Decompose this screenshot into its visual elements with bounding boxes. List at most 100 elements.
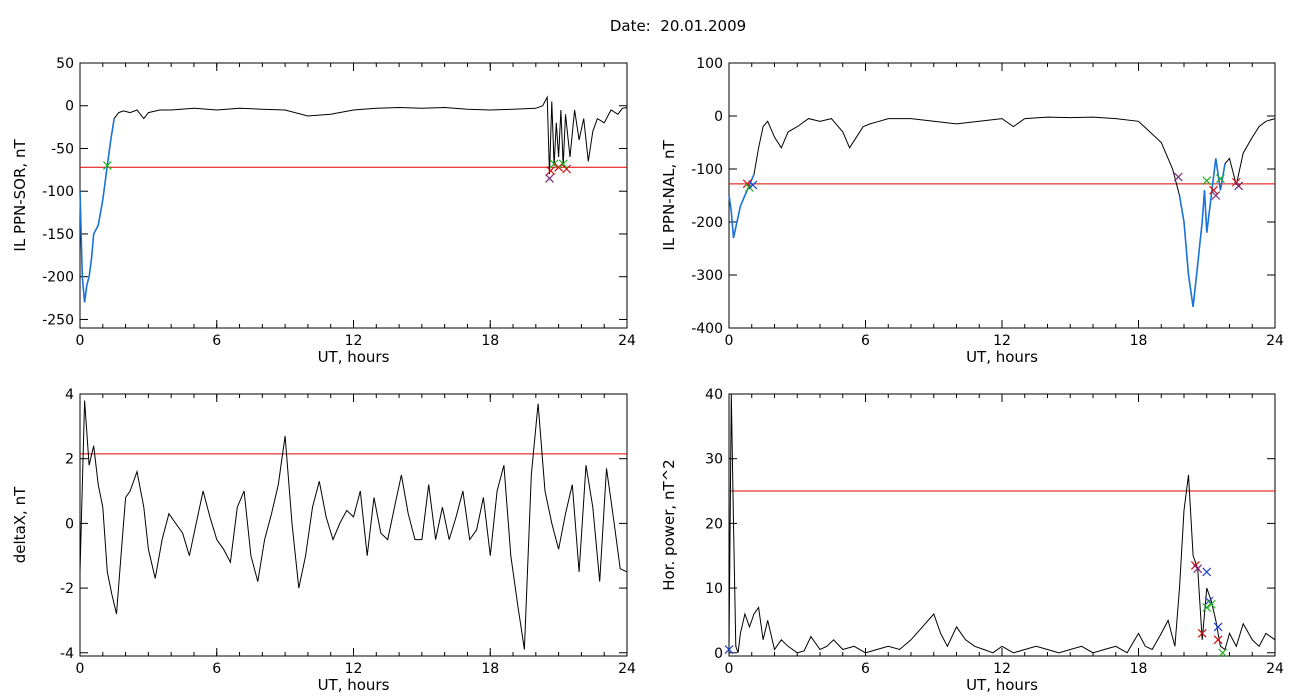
y-axis-label: Hor. power, nT^2	[660, 459, 678, 590]
cross-stroke	[562, 164, 572, 174]
x-tick-label: 12	[345, 661, 363, 677]
y-tick-label: -150	[42, 227, 74, 243]
highlight-trace	[79, 118, 115, 303]
panel-horpower: 0 6 12 18 24 40 30 20 10 0 UT, hours Hor. power, nT…	[660, 387, 1284, 694]
panel-sor: 0 6 12 18 24 50 0 -50 -100 -150 -200 -250 UT, hours I…	[11, 56, 636, 366]
y-axis-label: deltaX, nT	[11, 486, 29, 563]
x-tick-label: 18	[1130, 333, 1148, 349]
cross-stroke	[545, 173, 554, 183]
cross-stroke	[554, 162, 564, 172]
plot-frame-deltax	[79, 393, 628, 657]
x-tick-label: 24	[1266, 661, 1284, 677]
cross-marker	[1193, 564, 1203, 574]
x-axis-label: UT, hours	[318, 348, 390, 366]
cross-marker	[549, 159, 559, 169]
cross-stroke	[1206, 599, 1216, 609]
cross-stroke	[1202, 176, 1212, 186]
cross-stroke	[1209, 185, 1218, 195]
figure-title: Date: 20.01.2009	[609, 17, 747, 35]
cross-stroke	[1215, 174, 1225, 183]
y-tick-label: 4	[65, 387, 74, 403]
y-tick-label: -200	[42, 270, 74, 286]
y-tick-label: 0	[65, 516, 74, 532]
y-tick-label: 2	[65, 452, 74, 468]
cross-marker	[1209, 185, 1218, 195]
cross-stroke	[724, 645, 734, 654]
y-tick-label: -100	[42, 184, 74, 200]
x-axis-label: UT, hours	[966, 348, 1038, 366]
cross-marker	[1202, 176, 1212, 186]
cross-marker	[546, 166, 556, 176]
plot-frame-sor	[79, 62, 628, 329]
x-tick-label: 6	[212, 333, 221, 349]
x-tick-label: 18	[481, 333, 499, 349]
y-tick-label: 0	[714, 646, 723, 662]
cross-stroke	[1231, 177, 1241, 187]
y-tick-label: 0	[714, 109, 723, 125]
x-tick-label: 6	[861, 661, 870, 677]
cross-marker	[554, 162, 564, 172]
cross-stroke	[1173, 172, 1183, 182]
cross-stroke	[1204, 596, 1214, 606]
cross-stroke	[1218, 648, 1228, 658]
cross-stroke	[748, 180, 758, 190]
y-tick-label: -250	[42, 312, 74, 328]
cross-marker	[1202, 567, 1212, 577]
cross-marker	[558, 159, 568, 169]
x-tick-label: 0	[76, 661, 85, 677]
y-tick-label: 40	[705, 387, 723, 403]
y-axis-label: IL PPN-NAL, nT	[660, 140, 678, 251]
x-tick-label: 6	[861, 333, 870, 349]
x-tick-label: 24	[618, 661, 636, 677]
panel-nal: 0 6 12 18 24 100 0 -100 -200 -300 -400 UT, hours IL …	[660, 56, 1284, 366]
cross-stroke	[546, 166, 556, 176]
y-tick-label: 10	[705, 581, 723, 597]
y-tick-label: 0	[65, 99, 74, 115]
plot-frame-horpower	[728, 393, 1276, 657]
x-tick-label: 6	[212, 661, 221, 677]
y-tick-label: -200	[691, 215, 723, 231]
cross-stroke	[1197, 628, 1207, 638]
cross-stroke	[102, 161, 112, 171]
cross-marker	[1213, 635, 1223, 645]
cross-stroke	[1190, 561, 1200, 570]
x-tick-label: 24	[618, 333, 636, 349]
cross-stroke	[1211, 191, 1221, 200]
y-tick-label: -100	[691, 162, 723, 178]
y-tick-label: -400	[691, 321, 723, 337]
cross-stroke	[1202, 567, 1212, 577]
y-tick-label: 50	[56, 56, 74, 72]
cross-marker	[102, 161, 112, 171]
x-tick-label: 12	[345, 333, 363, 349]
x-tick-label: 0	[725, 661, 734, 677]
data-trace	[79, 400, 628, 650]
y-tick-label: -50	[51, 141, 74, 157]
cross-stroke	[1234, 181, 1244, 191]
x-tick-label: 0	[76, 333, 85, 349]
cross-stroke	[558, 159, 568, 169]
x-axis-label: UT, hours	[966, 676, 1038, 694]
cross-marker	[1197, 628, 1207, 638]
x-tick-label: 18	[481, 661, 499, 677]
cross-marker	[1213, 622, 1223, 632]
cross-marker	[1206, 599, 1216, 609]
x-tick-label: 12	[993, 333, 1011, 349]
y-tick-label: -300	[691, 268, 723, 284]
cross-marker	[1234, 181, 1244, 191]
cross-marker	[748, 180, 758, 190]
cross-marker	[1173, 172, 1183, 182]
y-tick-label: 100	[696, 56, 723, 72]
x-tick-label: 0	[725, 333, 734, 349]
cross-marker	[562, 164, 572, 174]
data-trace	[728, 116, 1276, 307]
x-tick-label: 24	[1266, 333, 1284, 349]
x-axis-label: UT, hours	[318, 676, 390, 694]
x-tick-label: 12	[993, 661, 1011, 677]
y-tick-label: 30	[705, 452, 723, 468]
y-tick-label: 20	[705, 516, 723, 532]
cross-marker	[1211, 191, 1221, 200]
cross-stroke	[1213, 622, 1223, 632]
cross-stroke	[1193, 564, 1203, 574]
plot-frame-nal	[728, 62, 1276, 329]
